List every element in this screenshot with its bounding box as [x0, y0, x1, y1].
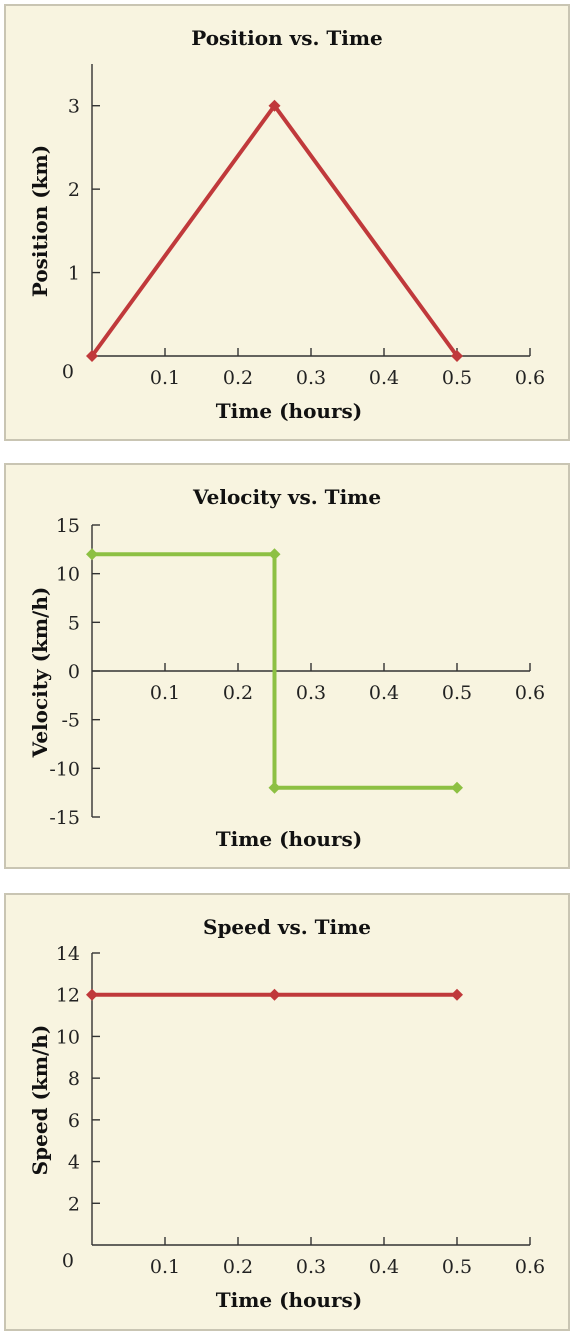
x-tick-label: 0.1: [150, 1256, 180, 1278]
x-tick-label: 0.5: [442, 367, 472, 389]
x-tick-label: 0.6: [515, 367, 545, 389]
data-point: [86, 350, 98, 362]
velocity-chart-panel: Velocity vs. Time Velocity (km/h) Time (…: [4, 463, 570, 869]
velocity-plot: 15 10 5 0 -5 -10 -15 0.1 0.2 0.3 0.4 0.5 0.6: [49, 515, 545, 829]
series-line: [92, 552, 457, 790]
data-point: [451, 350, 463, 362]
y-tick-label: 14: [56, 943, 80, 965]
x-tick-label: 0.6: [515, 1256, 545, 1278]
y-tick-label: 0: [68, 661, 80, 683]
y-tick-label: 0: [62, 1250, 74, 1272]
chart-title: Position vs. Time: [191, 26, 383, 50]
x-tick-label: 0.5: [442, 682, 472, 704]
x-tick-label: 0.1: [150, 367, 180, 389]
position-plot: 0 1 2 3 0.1 0.2 0.3 0.4 0.5 0.6: [62, 64, 545, 389]
y-tick-label: 2: [68, 1193, 80, 1215]
x-tick-label: 0.3: [296, 682, 326, 704]
x-tick-label: 0.5: [442, 1256, 472, 1278]
x-tick-label: 0.6: [515, 682, 545, 704]
x-tick-label: 0.2: [223, 1256, 253, 1278]
y-tick-label: 2: [68, 179, 80, 201]
data-point: [268, 988, 281, 1001]
speed-chart-panel: Speed vs. Time Speed (km/h) Time (hours)…: [4, 893, 570, 1331]
y-tick-label: 3: [68, 96, 80, 118]
y-tick-label: 6: [68, 1110, 80, 1132]
y-tick-label: 12: [56, 985, 80, 1007]
x-tick-label: 0.3: [296, 1256, 326, 1278]
chart-title: Velocity vs. Time: [192, 485, 382, 509]
y-tick-label: 5: [68, 612, 80, 634]
position-chart-panel: Position vs. Time Position (km) Time (ho…: [4, 4, 570, 441]
y-tick-label: 8: [68, 1068, 80, 1090]
y-tick-label: 1: [68, 263, 80, 285]
x-tick-label: 0.1: [150, 682, 180, 704]
data-point: [86, 988, 98, 1001]
x-axis-label: Time (hours): [215, 399, 363, 423]
y-tick-label: -15: [49, 807, 80, 829]
data-point: [268, 99, 281, 112]
data-point: [268, 781, 281, 794]
x-tick-label: 0.4: [369, 1256, 399, 1278]
y-tick-label: 10: [56, 564, 80, 586]
data-point: [86, 548, 98, 561]
x-tick-label: 0.3: [296, 367, 326, 389]
x-axis-label: Time (hours): [215, 1288, 363, 1312]
data-point: [451, 781, 463, 794]
x-axis-label: Time (hours): [215, 827, 363, 851]
y-tick-label: -5: [61, 710, 80, 732]
x-tick-label: 0.4: [369, 682, 399, 704]
x-tick-label: 0.2: [223, 367, 253, 389]
x-tick-label: 0.4: [369, 367, 399, 389]
data-point: [451, 988, 463, 1001]
y-tick-label: 10: [56, 1026, 80, 1048]
data-point: [268, 548, 281, 561]
y-tick-label: 4: [68, 1152, 80, 1174]
x-tick-label: 0.2: [223, 682, 253, 704]
y-tick-label: 15: [56, 515, 80, 537]
y-tick-label: -10: [49, 758, 80, 780]
chart-title: Speed vs. Time: [203, 915, 371, 939]
series-line: [90, 102, 459, 358]
y-tick-label: 0: [62, 361, 74, 383]
speed-plot: 0 2 4 6 8 10 12 14 0.1 0.2 0.3 0.4 0.5 0.6: [56, 943, 545, 1278]
